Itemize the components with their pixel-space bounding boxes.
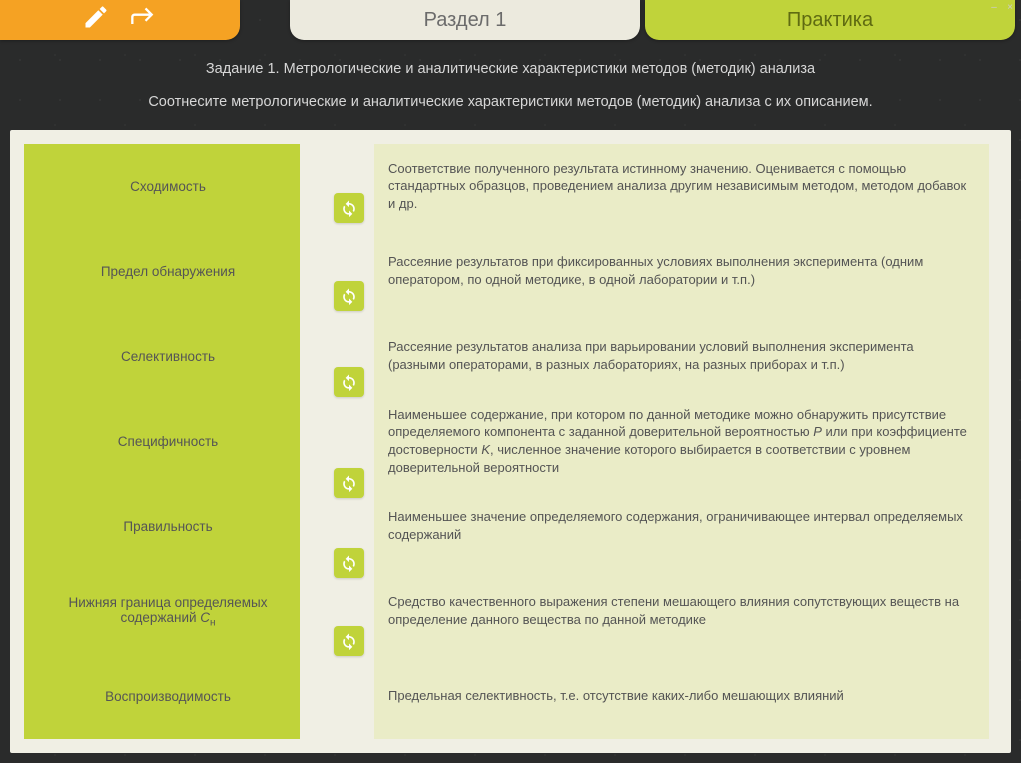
refresh-icon bbox=[339, 372, 359, 392]
swap-button[interactable] bbox=[334, 281, 364, 311]
description-text: Рассеяние результатов при фиксированных … bbox=[388, 253, 971, 288]
header-bar: Раздел 1 Практика – × bbox=[0, 0, 1021, 44]
practice-tab[interactable]: Практика bbox=[645, 0, 1015, 40]
description-item[interactable]: Рассеяние результатов при фиксированных … bbox=[374, 229, 989, 314]
description-text: Предельная селективность, т.е. отсутстви… bbox=[388, 687, 844, 705]
term-label: Селективность bbox=[121, 349, 215, 364]
description-item[interactable]: Соответствие полученного результата исти… bbox=[374, 144, 989, 229]
swap-button[interactable] bbox=[334, 548, 364, 578]
swap-button[interactable] bbox=[334, 193, 364, 223]
swap-button[interactable] bbox=[334, 367, 364, 397]
close-button[interactable]: × bbox=[1003, 2, 1017, 14]
refresh-icon bbox=[339, 631, 359, 651]
swap-buttons-column bbox=[330, 144, 370, 739]
description-text: Наименьшее содержание, при котором по да… bbox=[388, 406, 971, 476]
term-label: Нижняя граница определяемых содержаний C… bbox=[42, 595, 294, 629]
description-text: Средство качественного выражения степени… bbox=[388, 593, 971, 628]
task-prompt: Соотнесите метрологические и аналитическ… bbox=[30, 91, 991, 114]
term-label: Правильность bbox=[123, 519, 212, 534]
term-item[interactable]: Специфичность bbox=[24, 399, 312, 484]
term-label: Предел обнаружения bbox=[101, 264, 235, 279]
toolbar-tab bbox=[0, 0, 240, 40]
swap-button[interactable] bbox=[334, 626, 364, 656]
task-title: Задание 1. Метрологические и аналитическ… bbox=[30, 58, 991, 81]
term-item[interactable]: Воспроизводимость bbox=[24, 654, 312, 739]
description-item[interactable]: Средство качественного выражения степени… bbox=[374, 569, 989, 654]
description-text: Соответствие полученного результата исти… bbox=[388, 160, 971, 213]
term-label: Сходимость bbox=[130, 179, 206, 194]
description-item[interactable]: Рассеяние результатов анализа при варьир… bbox=[374, 314, 989, 399]
description-item[interactable]: Наименьшее значение определяемого содерж… bbox=[374, 484, 989, 569]
term-item[interactable]: Селективность bbox=[24, 314, 312, 399]
description-item[interactable]: Наименьшее содержание, при котором по да… bbox=[374, 399, 989, 484]
section-tab-label: Раздел 1 bbox=[424, 9, 507, 32]
term-item[interactable]: Нижняя граница определяемых содержаний C… bbox=[24, 569, 312, 654]
description-item[interactable]: Предельная селективность, т.е. отсутстви… bbox=[374, 654, 989, 739]
term-item[interactable]: Предел обнаружения bbox=[24, 229, 312, 314]
edit-icon[interactable] bbox=[82, 3, 110, 37]
terms-column: Сходимость Предел обнаружения Селективно… bbox=[24, 144, 312, 739]
window-controls: – × bbox=[987, 2, 1017, 14]
term-label: Воспроизводимость bbox=[105, 689, 231, 704]
term-label: Специфичность bbox=[118, 434, 218, 449]
back-icon[interactable] bbox=[130, 3, 158, 37]
minimize-button[interactable]: – bbox=[987, 2, 1001, 14]
refresh-icon bbox=[339, 553, 359, 573]
refresh-icon bbox=[339, 286, 359, 306]
refresh-icon bbox=[339, 198, 359, 218]
descriptions-column: Соответствие полученного результата исти… bbox=[374, 144, 989, 739]
refresh-icon bbox=[339, 473, 359, 493]
instructions-block: Задание 1. Метрологические и аналитическ… bbox=[0, 44, 1021, 124]
swap-button[interactable] bbox=[334, 468, 364, 498]
description-text: Наименьшее значение определяемого содерж… bbox=[388, 508, 971, 543]
practice-tab-label: Практика bbox=[787, 9, 873, 32]
description-text: Рассеяние результатов анализа при варьир… bbox=[388, 338, 971, 373]
matching-area: Сходимость Предел обнаружения Селективно… bbox=[24, 144, 997, 739]
workspace-panel: Сходимость Предел обнаружения Селективно… bbox=[10, 130, 1011, 753]
section-tab[interactable]: Раздел 1 bbox=[290, 0, 640, 40]
term-item[interactable]: Сходимость bbox=[24, 144, 312, 229]
term-item[interactable]: Правильность bbox=[24, 484, 312, 569]
